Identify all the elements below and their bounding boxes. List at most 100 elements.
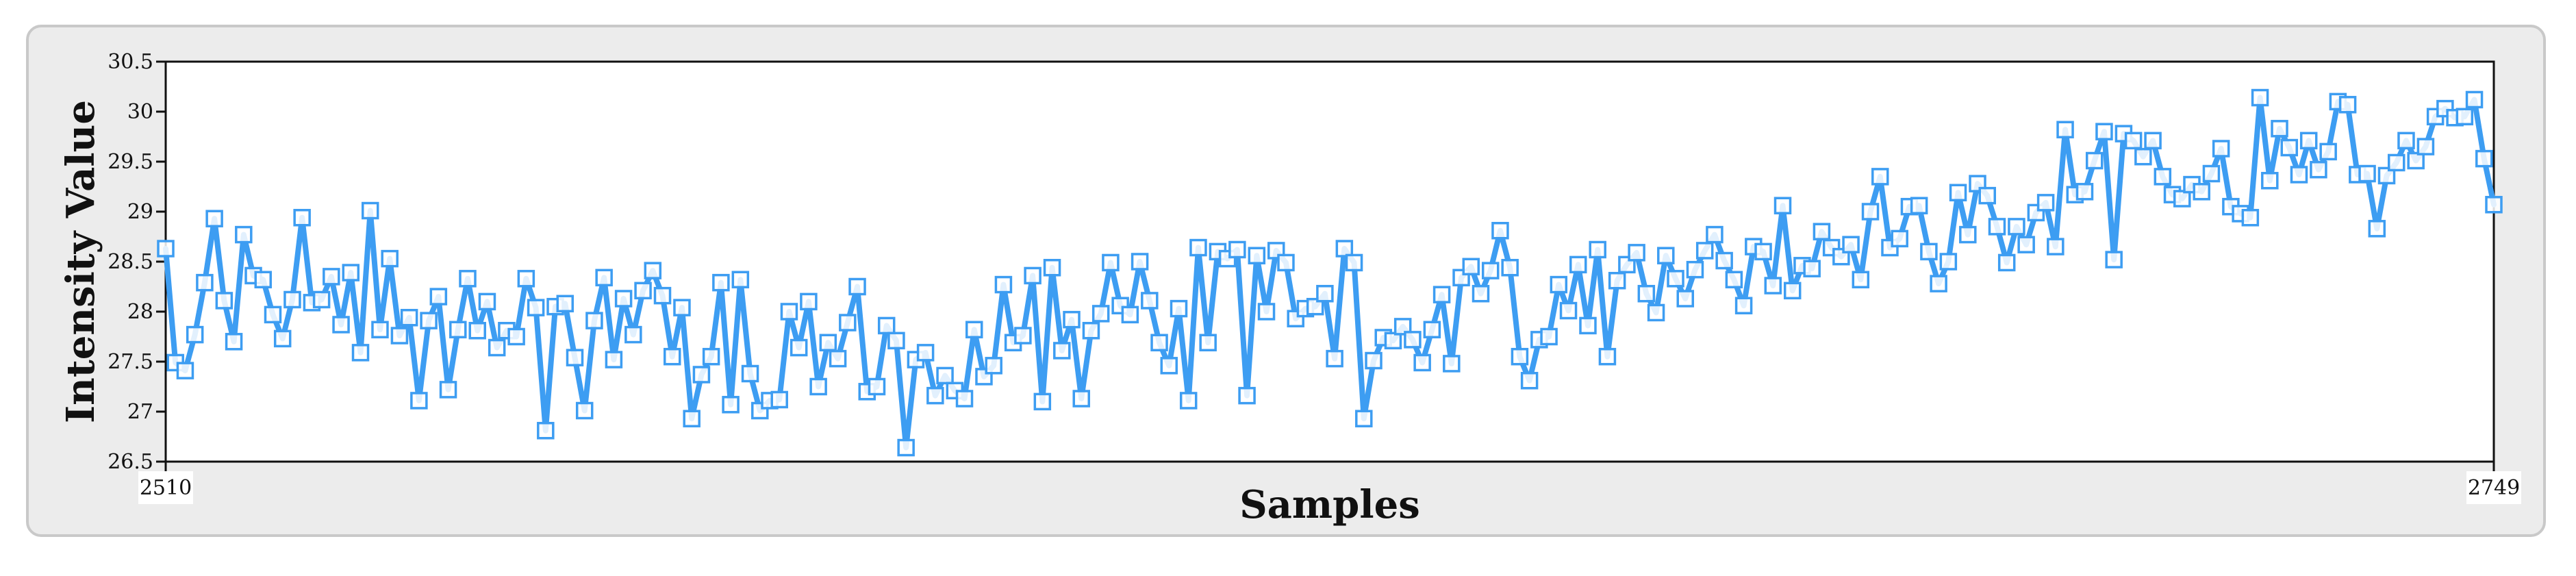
data-point <box>2407 151 2425 170</box>
series-line <box>163 95 2497 451</box>
data-point <box>527 299 545 316</box>
data-point <box>507 327 525 346</box>
data-point <box>2475 149 2493 168</box>
data-point <box>1511 347 1529 366</box>
data-point <box>664 347 681 366</box>
y-tick-label: 29.5 <box>108 150 153 174</box>
data-point <box>361 201 379 220</box>
data-point <box>2047 238 2064 255</box>
x-axis-title: Samples <box>1239 482 1420 527</box>
data-point <box>1150 334 1168 352</box>
data-point <box>653 286 672 305</box>
data-point <box>1706 225 1723 244</box>
data-point <box>264 305 282 324</box>
data-point <box>985 357 1002 375</box>
data-point <box>1764 277 1782 295</box>
data-point <box>1686 260 1704 279</box>
data-point <box>254 271 273 289</box>
y-tick-label: 27.5 <box>108 350 153 374</box>
data-point <box>1082 321 1100 340</box>
data-point <box>2154 168 2172 186</box>
data-point <box>2261 171 2279 190</box>
data-point <box>1842 236 1860 253</box>
data-point <box>2085 151 2104 170</box>
data-point <box>381 249 399 268</box>
data-point <box>1910 197 1928 214</box>
data-point <box>634 281 652 300</box>
data-point <box>1160 357 1178 375</box>
x-tick-label-box <box>138 471 193 504</box>
data-point <box>1170 299 1188 318</box>
data-point <box>273 329 292 348</box>
y-tick-label: 27 <box>127 400 153 424</box>
data-point <box>916 344 935 362</box>
data-point <box>1978 186 1996 205</box>
data-point <box>2212 140 2230 158</box>
data-point <box>1316 284 1334 303</box>
data-point <box>1725 271 1743 289</box>
data-point <box>186 325 204 344</box>
data-point <box>1520 371 1539 390</box>
data-point <box>722 396 740 414</box>
data-point <box>585 312 603 329</box>
data-point <box>468 321 486 340</box>
data-point <box>741 364 759 383</box>
data-point <box>848 277 866 296</box>
y-tick-label: 28.5 <box>108 250 153 274</box>
data-point <box>390 327 409 345</box>
data-point <box>1579 316 1597 335</box>
data-point <box>1754 242 1772 261</box>
data-point <box>994 275 1013 294</box>
data-point <box>644 262 662 279</box>
data-point <box>1472 284 1490 303</box>
data-point <box>1559 301 1578 320</box>
data-point <box>537 421 555 440</box>
data-point <box>1277 253 1295 272</box>
data-point <box>459 270 477 288</box>
data-point <box>342 264 360 281</box>
data-point <box>1695 242 1714 260</box>
data-point <box>1072 390 1090 408</box>
data-point <box>575 401 594 420</box>
data-point <box>2485 196 2503 214</box>
data-point <box>429 288 448 305</box>
data-point <box>1628 244 1645 262</box>
data-point <box>1404 331 1422 349</box>
data-point <box>731 271 750 289</box>
data-point <box>2465 90 2484 109</box>
data-point <box>1043 259 1061 277</box>
data-point <box>1306 297 1324 316</box>
data-point <box>1715 251 1733 270</box>
data-point <box>1462 258 1480 276</box>
data-point <box>225 333 243 351</box>
data-point <box>1773 197 1792 214</box>
data-point <box>1326 349 1343 368</box>
data-point <box>371 321 389 339</box>
data-point <box>1141 292 1159 310</box>
data-point <box>2008 218 2025 236</box>
data-point <box>683 410 700 427</box>
data-point <box>1248 247 1266 264</box>
data-point <box>673 299 691 316</box>
data-point <box>1024 266 1041 285</box>
data-point <box>1939 253 1958 271</box>
data-point <box>351 344 370 362</box>
data-point <box>488 338 506 357</box>
y-tick-label: 26.5 <box>108 450 153 474</box>
data-point <box>1852 271 1870 289</box>
data-point <box>868 377 886 396</box>
data-point <box>2241 209 2260 227</box>
data-point <box>2095 123 2113 140</box>
data-point <box>2338 96 2357 114</box>
data-point <box>1257 303 1276 321</box>
data-point <box>1443 355 1461 373</box>
data-point <box>1949 184 1967 202</box>
data-point <box>595 268 613 287</box>
data-point <box>1569 255 1587 274</box>
data-point <box>1734 297 1753 314</box>
data-point <box>400 309 418 327</box>
data-point <box>1063 310 1081 329</box>
data-point <box>1920 242 1938 261</box>
data-point <box>1667 270 1684 288</box>
data-point <box>420 312 438 329</box>
